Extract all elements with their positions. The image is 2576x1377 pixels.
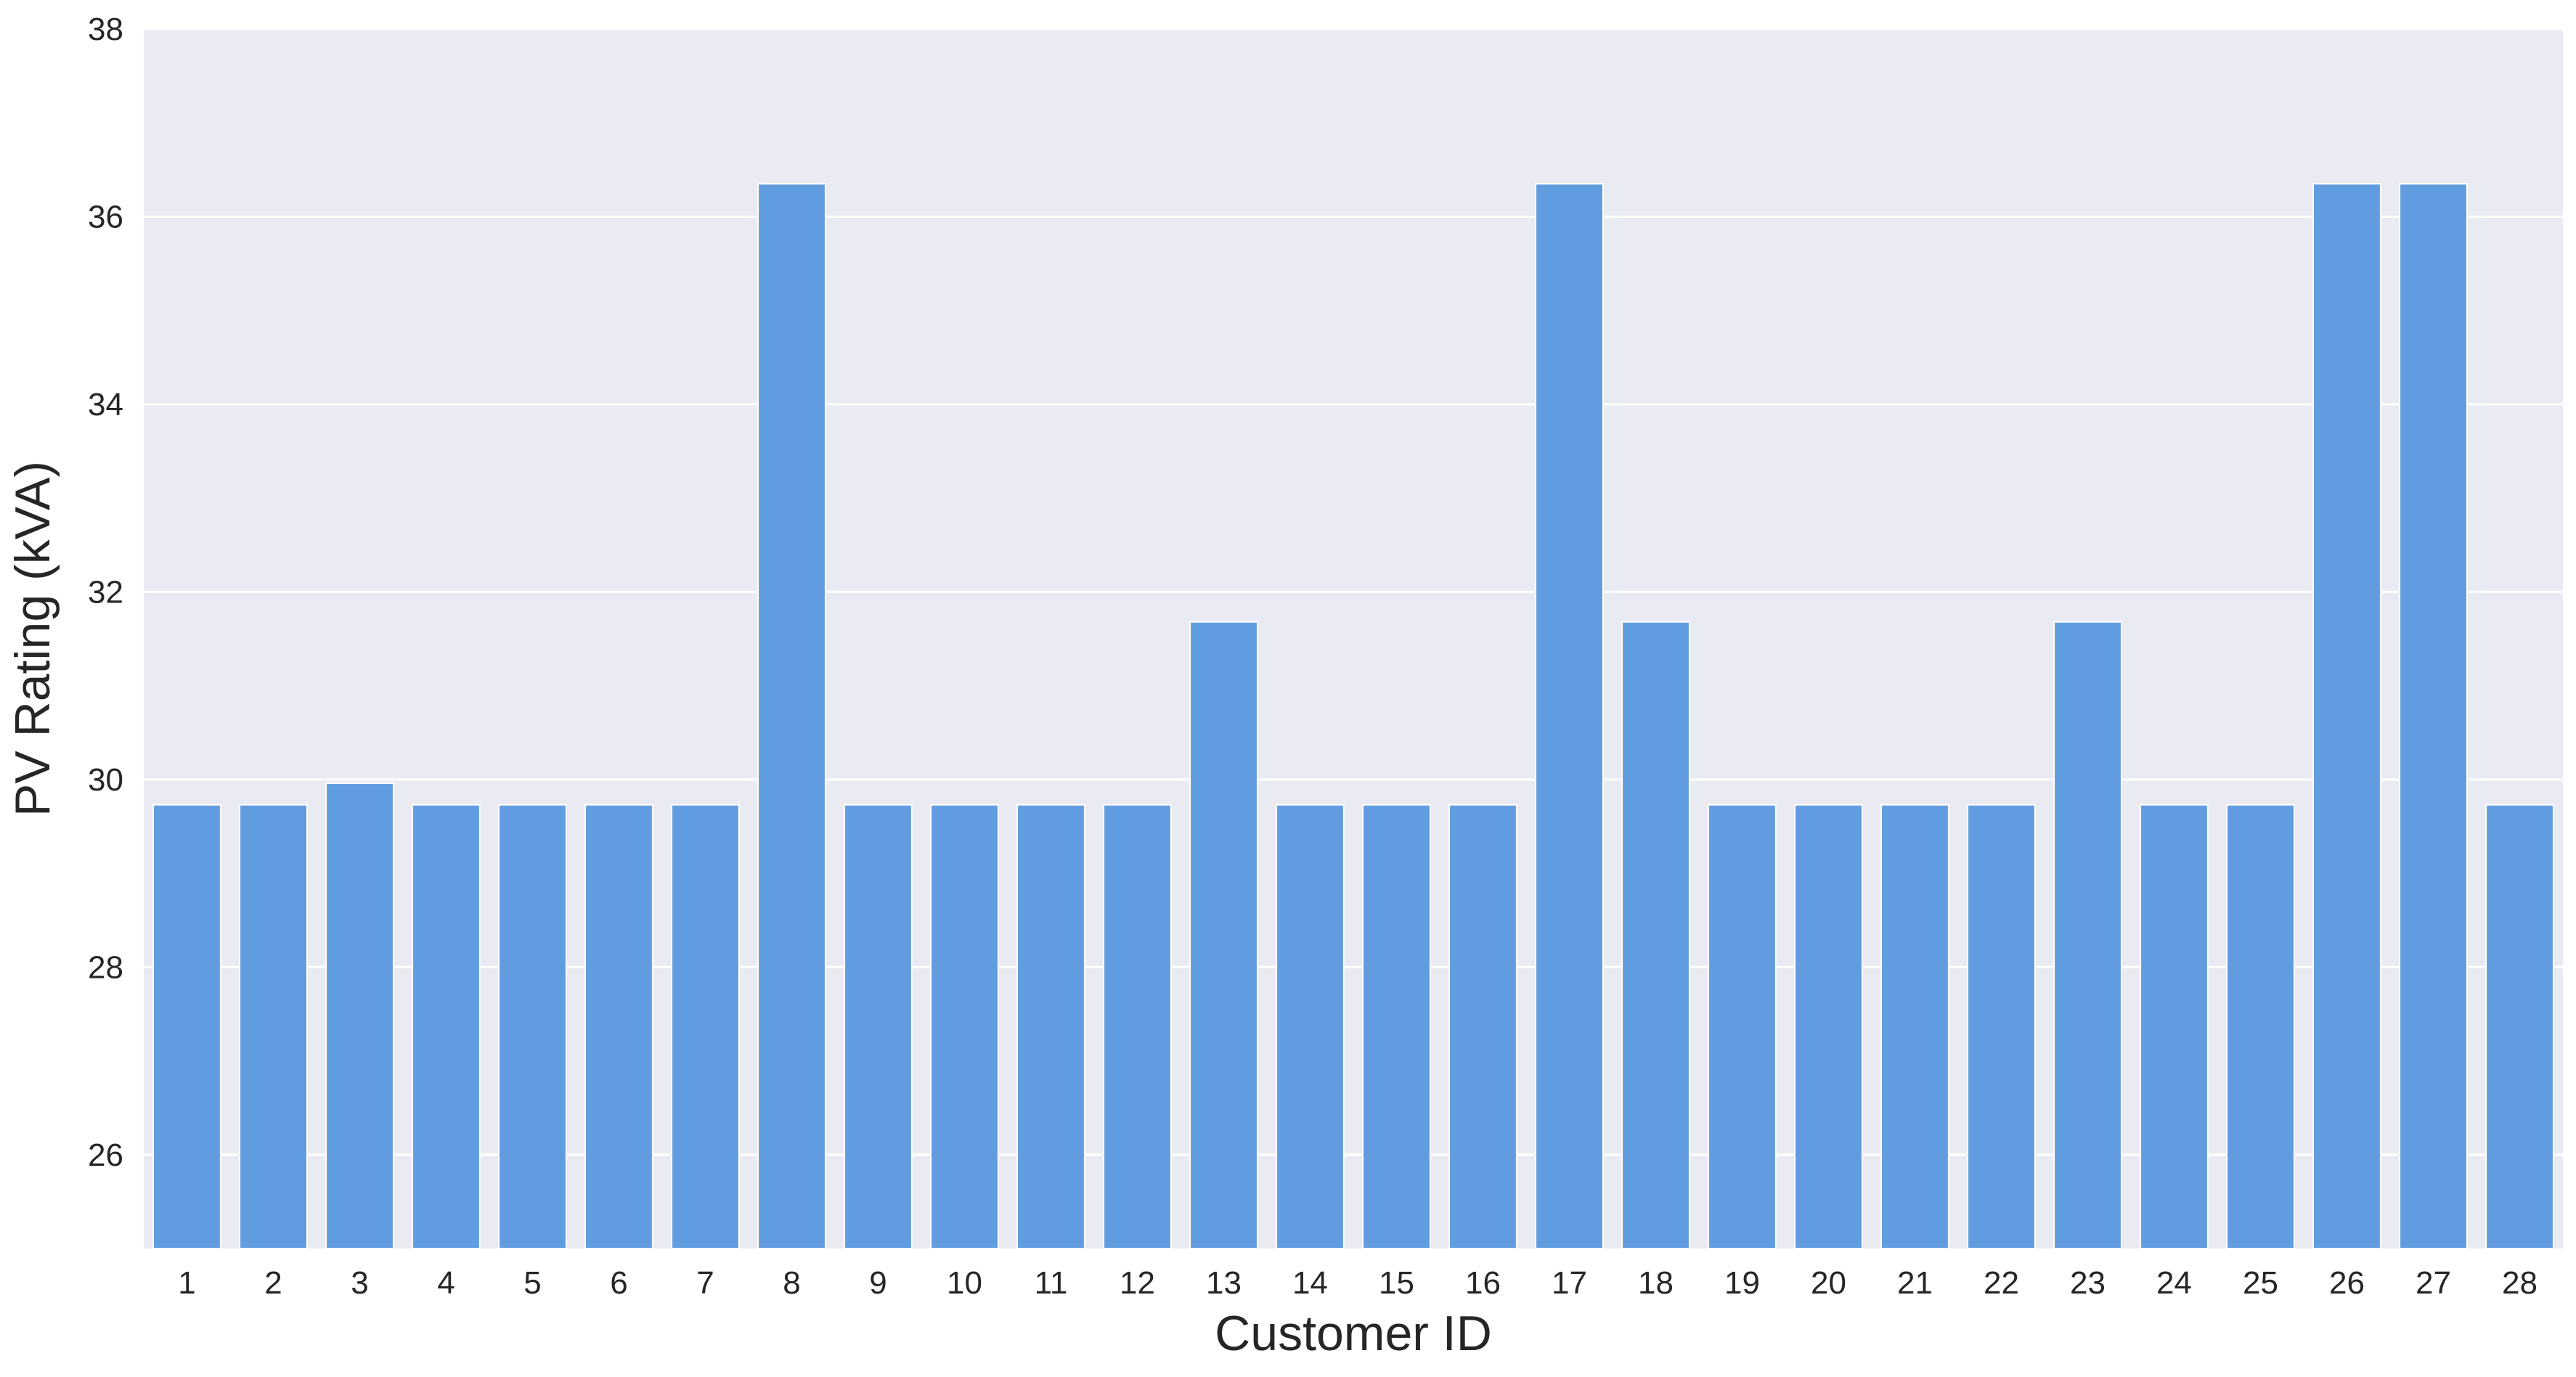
y-tick-label: 30 [88,762,123,798]
x-tick-label: 22 [1984,1265,2019,1301]
x-tick-label: 26 [2329,1265,2365,1301]
x-tick-label: 24 [2156,1265,2192,1301]
bar-customer-11 [1016,804,1085,1249]
y-tick-label: 28 [88,949,123,985]
bar-customer-28 [2485,804,2554,1249]
bar-customer-24 [2140,804,2209,1249]
x-tick-label: 12 [1120,1265,1155,1301]
bar-customer-1 [152,804,221,1249]
bar-customer-25 [2226,804,2295,1249]
y-tick-label: 36 [88,199,123,234]
bar-customer-10 [930,804,999,1249]
y-tick-labels: 26 28 30 32 34 36 38 [88,12,123,1173]
bar-customer-12 [1103,804,1172,1249]
y-tick-label: 32 [88,574,123,610]
x-tick-label: 27 [2416,1265,2451,1301]
bar-customer-3 [325,783,394,1249]
bar-customer-7 [671,804,740,1249]
bars [152,183,2554,1250]
bar-customer-6 [584,804,653,1249]
x-tick-label: 7 [696,1265,714,1301]
x-tick-label: 25 [2243,1265,2278,1301]
x-tick-label: 4 [437,1265,455,1301]
bar-customer-26 [2312,183,2381,1250]
bar-customer-21 [1880,804,1949,1249]
x-tick-label: 28 [2502,1265,2538,1301]
bar-customer-23 [2053,621,2122,1249]
bar-customer-9 [844,804,913,1249]
bar-customer-27 [2399,183,2468,1250]
y-tick-label: 26 [88,1137,123,1173]
x-tick-label: 10 [947,1265,982,1301]
x-tick-label: 16 [1465,1265,1501,1301]
x-tick-label: 19 [1724,1265,1760,1301]
x-tick-label: 17 [1552,1265,1587,1301]
bar-customer-20 [1794,804,1863,1249]
x-axis-title: Customer ID [1215,1306,1492,1361]
x-tick-label: 9 [869,1265,886,1301]
bar-customer-8 [757,183,826,1250]
x-tick-labels: 1 2 3 4 5 6 7 8 9 10 11 12 13 14 15 16 17 18 19 20 21 22 23 24 2… [178,1265,2538,1301]
bar-customer-19 [1708,804,1777,1249]
bar-customer-2 [239,804,308,1249]
bar-customer-18 [1621,621,1690,1249]
x-tick-label: 3 [351,1265,368,1301]
x-tick-label: 5 [523,1265,541,1301]
x-tick-label: 6 [610,1265,627,1301]
x-tick-label: 8 [783,1265,800,1301]
x-tick-label: 2 [264,1265,282,1301]
x-tick-label: 23 [2070,1265,2106,1301]
x-tick-label: 13 [1206,1265,1242,1301]
bar-customer-16 [1448,804,1517,1249]
bar-customer-14 [1276,804,1345,1249]
x-tick-label: 11 [1035,1265,1068,1301]
y-axis-title: PV Rating (kVA) [5,461,60,817]
x-tick-label: 20 [1811,1265,1846,1301]
x-tick-label: 14 [1292,1265,1328,1301]
bar-customer-4 [412,804,481,1249]
y-tick-label: 34 [88,387,123,422]
x-tick-label: 18 [1638,1265,1674,1301]
x-tick-label: 21 [1897,1265,1933,1301]
x-tick-label: 15 [1379,1265,1414,1301]
y-tick-label: 38 [88,12,123,47]
bar-customer-5 [498,804,567,1249]
bar-customer-13 [1189,621,1258,1249]
x-tick-label: 1 [178,1265,195,1301]
bar-customer-15 [1362,804,1431,1249]
bar-customer-22 [1967,804,2036,1249]
bar-customer-17 [1535,183,1604,1250]
